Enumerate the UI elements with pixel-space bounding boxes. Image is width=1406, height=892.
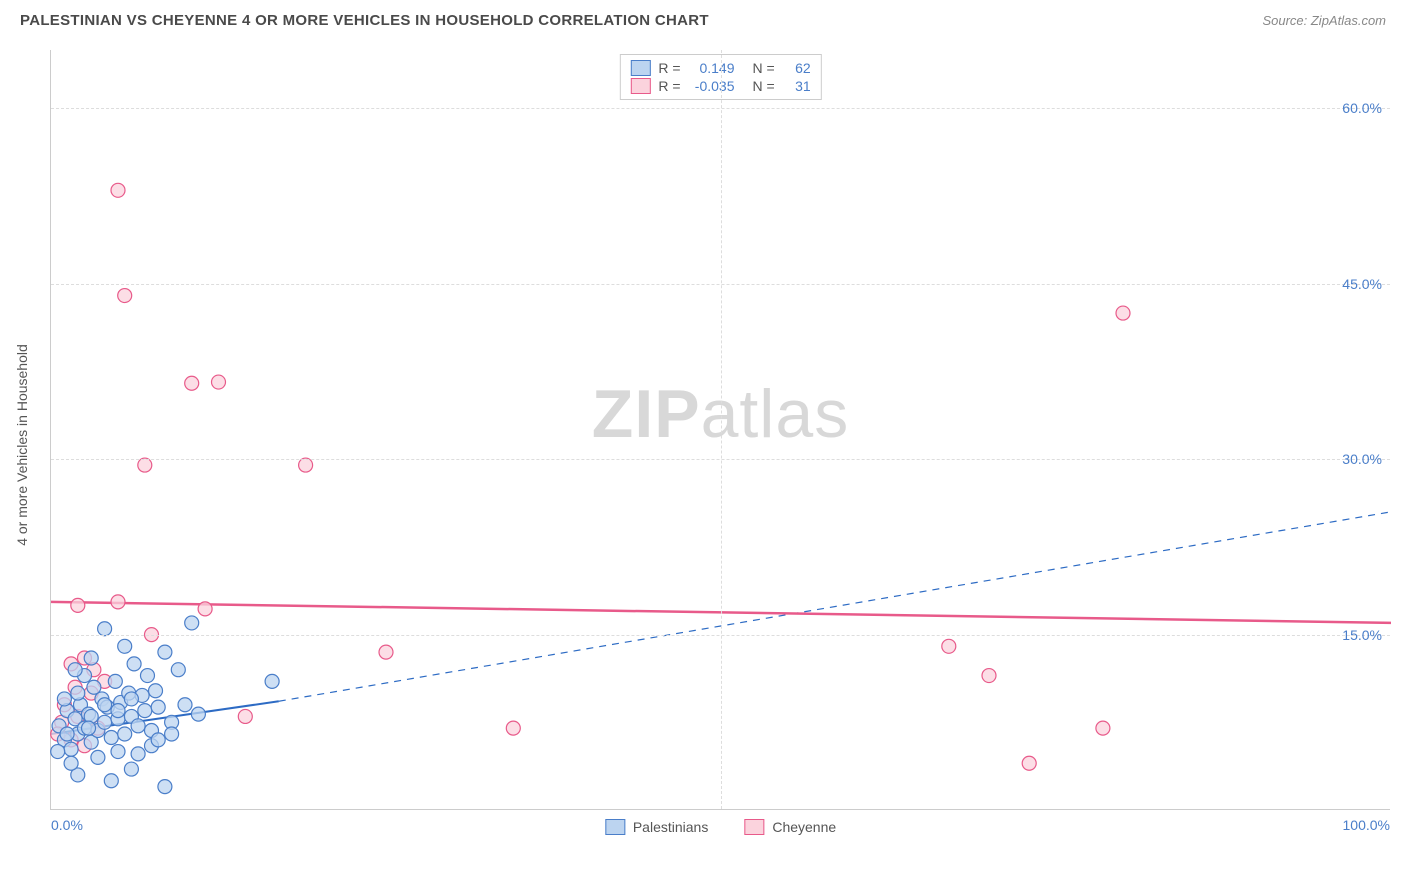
plot-area: ZIPatlas R = 0.149 N = 62 R = -0.035 N =…: [50, 50, 1390, 810]
legend-item: Palestinians: [605, 819, 709, 835]
y-tick-label: 30.0%: [1342, 451, 1382, 467]
page-title: PALESTINIAN VS CHEYENNE 4 OR MORE VEHICL…: [20, 12, 709, 29]
legend-label: Cheyenne: [772, 819, 836, 835]
legend-item: Cheyenne: [744, 819, 836, 835]
x-tick-label: 0.0%: [51, 817, 83, 833]
y-tick-label: 60.0%: [1342, 100, 1382, 116]
x-tick-label: 100.0%: [1343, 817, 1390, 833]
gridline-v: [721, 50, 722, 809]
y-axis-label: 4 or more Vehicles in Household: [14, 344, 30, 546]
source-label: Source: ZipAtlas.com: [1262, 13, 1386, 28]
swatch-icon: [605, 819, 625, 835]
bottom-legend: Palestinians Cheyenne: [605, 819, 836, 835]
y-tick-label: 15.0%: [1342, 627, 1382, 643]
y-tick-label: 45.0%: [1342, 276, 1382, 292]
correlation-chart: 4 or more Vehicles in Household ZIPatlas…: [50, 50, 1390, 840]
swatch-icon: [744, 819, 764, 835]
legend-label: Palestinians: [633, 819, 709, 835]
